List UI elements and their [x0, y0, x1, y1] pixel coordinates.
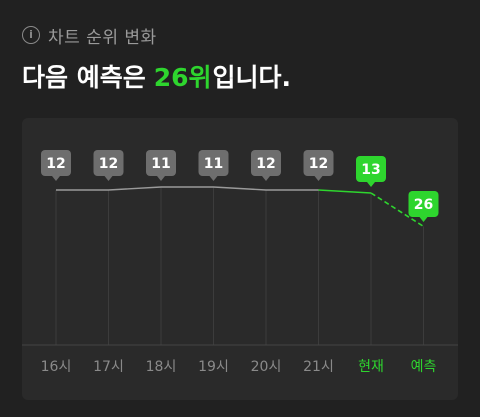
rank-badge: 12 [41, 150, 71, 181]
rank-badge: 12 [93, 150, 124, 181]
rank-badge-box [198, 150, 229, 176]
x-tick-label: 20시 [251, 359, 282, 375]
rank-badge-box [303, 150, 334, 176]
rank-value-label: 11 [151, 156, 170, 172]
rank-badge: 26 [408, 191, 439, 222]
header-title: 차트 순위 변화 [48, 27, 157, 48]
x-tick-label: 19시 [198, 359, 229, 375]
rank-badge: 11 [198, 150, 229, 181]
rank-badge-pointer [104, 176, 113, 181]
rank-value-label: 12 [309, 156, 328, 172]
rank-value-label: 13 [361, 162, 380, 178]
rank-badge-box [408, 191, 439, 217]
rank-badge: 12 [303, 150, 334, 181]
rank-badge-box [93, 150, 124, 176]
chart-rank-header: i 차트 순위 변화 [22, 22, 157, 48]
predicted-rank: 26위 [153, 63, 212, 92]
headline-suffix: 입니다. [212, 63, 292, 92]
x-tick-label: 17시 [93, 359, 124, 375]
x-tick-label: 현재 [358, 359, 384, 375]
rank-badge-pointer [209, 176, 218, 181]
rank-badge-pointer [314, 176, 323, 181]
rank-badge-box [251, 150, 281, 176]
prediction-headline: 다음 예측은 26위 입니다. [22, 56, 291, 96]
rank-badge: 13 [356, 156, 386, 187]
current-rank-segment [318, 189, 372, 194]
rank-badge-pointer [52, 176, 60, 181]
rank-history-line [56, 186, 319, 191]
rank-badge-box [356, 156, 386, 182]
rank-badge-pointer [157, 176, 165, 181]
rank-value-label: 12 [99, 156, 118, 172]
rank-value-label: 26 [414, 197, 433, 213]
rank-badge: 11 [146, 150, 176, 181]
rank-badge-pointer [419, 217, 428, 222]
rank-value-label: 12 [46, 156, 65, 172]
x-tick-label: 16시 [41, 359, 72, 375]
rank-badge-pointer [262, 176, 270, 181]
rank-badge-pointer [367, 182, 375, 187]
rank-badge-box [146, 150, 176, 176]
headline-prefix: 다음 예측은 [22, 63, 146, 92]
rank-value-label: 12 [256, 156, 275, 172]
prediction-segment [370, 192, 424, 228]
rank-badge-box [41, 150, 71, 176]
rank-badge: 12 [251, 150, 281, 181]
rank-value-label: 11 [204, 156, 223, 172]
info-icon[interactable]: i [22, 26, 40, 44]
x-tick-label: 18시 [146, 359, 177, 375]
x-tick-label: 21시 [303, 359, 334, 375]
x-tick-label: 예측 [411, 359, 437, 375]
